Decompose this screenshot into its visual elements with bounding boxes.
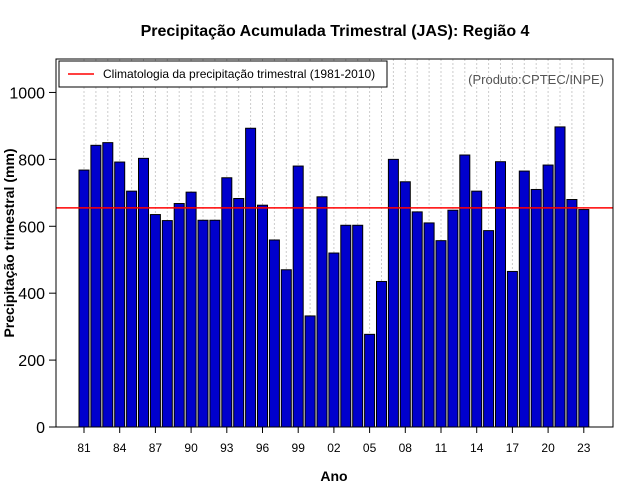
bar-1990 xyxy=(185,191,197,428)
x-tick-label: 96 xyxy=(256,441,270,455)
bar-2018 xyxy=(518,170,530,428)
y-tick-label: 400 xyxy=(18,286,45,303)
bar-2007 xyxy=(387,158,399,428)
y-axis-title: Precipitação trimestral (mm) xyxy=(1,148,17,337)
bar-1993 xyxy=(221,177,233,428)
y-tick-label: 800 xyxy=(18,152,45,169)
bar-2014 xyxy=(471,190,483,428)
x-tick-label: 17 xyxy=(506,441,520,455)
bar-2011 xyxy=(435,240,447,428)
bars xyxy=(78,126,590,428)
bar-2001 xyxy=(316,196,328,428)
bar-2021 xyxy=(554,126,566,428)
x-tick-label: 23 xyxy=(577,441,591,455)
bar-2005 xyxy=(364,333,376,428)
bar-2002 xyxy=(328,252,340,428)
x-tick-label: 14 xyxy=(470,441,484,455)
bar-2003 xyxy=(340,224,352,428)
x-tick-label: 84 xyxy=(113,441,127,455)
bar-1982 xyxy=(90,144,102,428)
y-axis: 0 200 400 600 800 1000 xyxy=(9,85,56,437)
x-axis-title: Ano xyxy=(320,468,347,484)
x-tick-label: 93 xyxy=(220,441,234,455)
chart-title: Precipitação Acumulada Trimestral (JAS):… xyxy=(141,23,530,40)
bar-2009 xyxy=(411,211,423,428)
bar-2022 xyxy=(566,199,578,428)
bar-2012 xyxy=(447,209,459,428)
bar-2016 xyxy=(495,161,506,428)
bar-1997 xyxy=(268,239,280,428)
bar-1987 xyxy=(149,214,161,428)
bar-2023 xyxy=(578,209,590,428)
bar-2019 xyxy=(530,188,542,428)
legend-label: Climatologia da precipitação trimestral … xyxy=(103,67,375,81)
credit-text: (Produto:CPTEC/INPE) xyxy=(468,72,604,87)
bar-1988 xyxy=(161,220,173,428)
x-tick-label: 20 xyxy=(541,441,555,455)
x-tick-label: 05 xyxy=(363,441,377,455)
bar-2008 xyxy=(399,181,411,428)
legend-box xyxy=(58,60,388,88)
bar-1983 xyxy=(102,142,114,428)
y-tick-label: 1000 xyxy=(9,85,45,102)
bar-1992 xyxy=(209,219,221,428)
bar-2020 xyxy=(542,164,554,428)
x-tick-label: 11 xyxy=(435,441,448,455)
bar-1984 xyxy=(114,161,126,428)
bar-2013 xyxy=(459,154,471,428)
bar-1989 xyxy=(173,203,185,428)
bar-1985 xyxy=(126,190,138,428)
bar-1995 xyxy=(245,127,257,428)
x-axis: 81 84 87 90 93 96 99 02 05 08 11 14 17 20 23 xyxy=(77,427,591,455)
bar-1994 xyxy=(233,198,245,428)
bar-2000 xyxy=(304,315,316,428)
legend: Climatologia da precipitação trimestral … xyxy=(58,60,388,88)
y-tick-label: 0 xyxy=(36,420,45,437)
bar-1998 xyxy=(280,269,292,428)
x-tick-label: 81 xyxy=(77,441,91,455)
bar-1986 xyxy=(138,157,149,428)
bar-2010 xyxy=(423,222,435,428)
plot-area xyxy=(55,58,614,428)
bar-2004 xyxy=(352,224,364,428)
x-tick-label: 08 xyxy=(399,441,413,455)
bar-2015 xyxy=(483,230,495,428)
bar-1996 xyxy=(257,204,268,428)
bar-2017 xyxy=(506,270,518,428)
y-tick-label: 200 xyxy=(18,353,45,370)
y-tick-label: 600 xyxy=(18,219,45,236)
x-tick-label: 99 xyxy=(292,441,306,455)
bar-1999 xyxy=(292,165,304,428)
bar-2006 xyxy=(376,280,387,428)
x-tick-label: 02 xyxy=(327,441,341,455)
x-tick-label: 90 xyxy=(184,441,198,455)
x-tick-label: 87 xyxy=(149,441,163,455)
bar-1991 xyxy=(197,219,209,428)
